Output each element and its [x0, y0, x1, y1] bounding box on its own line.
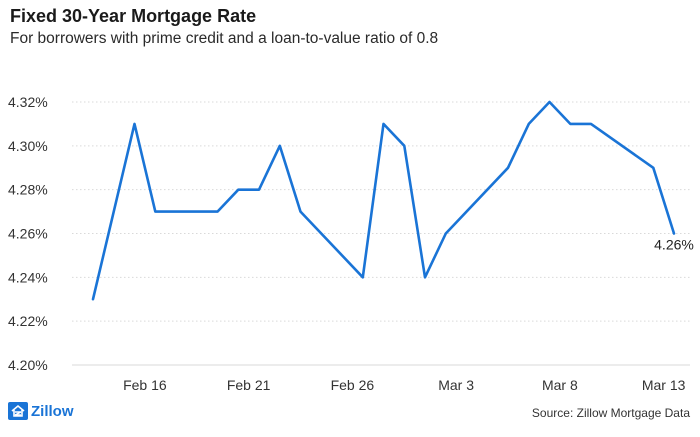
- x-tick-label: Feb 21: [227, 377, 271, 393]
- zillow-logo-icon: [8, 402, 28, 420]
- y-tick-label: 4.28%: [8, 182, 48, 198]
- zillow-logo-text: Zillow: [31, 402, 74, 420]
- y-tick-label: 4.30%: [8, 138, 48, 154]
- source-note: Source: Zillow Mortgage Data: [531, 406, 690, 420]
- y-tick-label: 4.20%: [8, 357, 48, 373]
- series-line: [91, 100, 676, 301]
- y-tick-label: 4.32%: [8, 94, 48, 110]
- zillow-logo: Zillow: [8, 402, 74, 420]
- y-tick-label: 4.22%: [8, 313, 48, 329]
- x-tick-label: Mar 3: [438, 377, 474, 393]
- chart-subtitle: For borrowers with prime credit and a lo…: [10, 30, 439, 47]
- y-tick-label: 4.26%: [8, 226, 48, 242]
- end-value-label: 4.26%: [654, 237, 694, 253]
- y-tick-label: 4.24%: [8, 269, 48, 285]
- x-tick-label: Feb 16: [123, 377, 167, 393]
- x-tick-label: Mar 8: [542, 377, 578, 393]
- chart-title: Fixed 30-Year Mortgage Rate: [10, 6, 257, 26]
- x-tick-label: Mar 13: [642, 377, 686, 393]
- x-tick-label: Feb 26: [331, 377, 375, 393]
